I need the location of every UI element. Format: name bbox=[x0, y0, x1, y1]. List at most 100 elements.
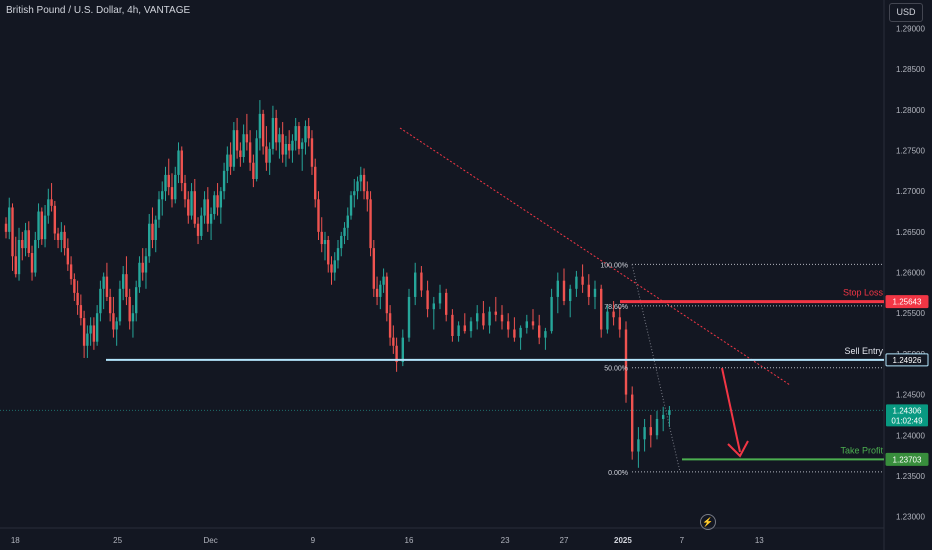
candle-body bbox=[662, 414, 665, 419]
x-tick-label: 2025 bbox=[614, 536, 632, 545]
candle-body bbox=[432, 303, 435, 310]
candle-body bbox=[317, 199, 320, 232]
candle-body bbox=[314, 166, 317, 200]
candle-body bbox=[438, 292, 442, 304]
candle-body bbox=[105, 276, 109, 297]
x-tick-label: 9 bbox=[311, 536, 316, 545]
candle-body bbox=[258, 113, 262, 139]
candle-body bbox=[301, 142, 304, 149]
fib-level-label: 0.00% bbox=[608, 470, 628, 477]
candle-body bbox=[131, 313, 135, 322]
candle-body bbox=[245, 134, 249, 143]
candle-body bbox=[37, 211, 40, 240]
y-tick-label: 1.28500 bbox=[896, 65, 925, 74]
candle-body bbox=[593, 288, 597, 297]
candle-body bbox=[401, 337, 404, 363]
candle-body bbox=[190, 191, 193, 216]
candle-body bbox=[63, 231, 66, 249]
candle-body bbox=[125, 274, 128, 297]
y-tick-label: 1.28000 bbox=[896, 106, 925, 115]
candle-body bbox=[507, 321, 510, 330]
candle-body bbox=[550, 296, 553, 332]
candle-body bbox=[291, 140, 294, 151]
candle-body bbox=[222, 170, 226, 192]
candle-body bbox=[612, 311, 615, 318]
candle-body bbox=[239, 150, 242, 158]
candle-body bbox=[193, 191, 196, 224]
x-tick-label: 25 bbox=[113, 536, 122, 545]
y-tick-label: 1.23000 bbox=[896, 513, 925, 522]
x-tick-label: 27 bbox=[560, 536, 569, 545]
candle-body bbox=[66, 248, 70, 265]
candle-body bbox=[606, 311, 609, 330]
candle-body bbox=[445, 292, 448, 315]
candle-body bbox=[274, 117, 278, 143]
trend-line[interactable] bbox=[399, 127, 791, 386]
candle-body bbox=[73, 279, 76, 293]
candle-body bbox=[203, 199, 206, 216]
current-price-tag-label: 1.24306 bbox=[893, 406, 922, 415]
candle-body bbox=[115, 321, 118, 330]
fib-level-label: 50.00% bbox=[604, 366, 628, 373]
candle-body bbox=[618, 317, 621, 330]
sell-entry-tag bbox=[885, 353, 929, 367]
candle-body bbox=[164, 174, 167, 192]
current-price-tag bbox=[886, 404, 928, 427]
candle-body bbox=[330, 264, 333, 273]
candle-body bbox=[56, 233, 60, 240]
candle-body bbox=[154, 219, 157, 240]
lightning-icon[interactable]: ⚡ bbox=[700, 514, 716, 530]
candle-body bbox=[494, 311, 497, 315]
candle-body bbox=[333, 260, 336, 273]
candle-body bbox=[226, 154, 229, 171]
candle-body bbox=[643, 427, 646, 440]
candle-body bbox=[34, 240, 37, 273]
candle-body bbox=[209, 213, 213, 224]
candle-body bbox=[17, 240, 21, 275]
candle-body bbox=[600, 288, 603, 330]
candle-body bbox=[581, 276, 584, 285]
candle-body bbox=[297, 126, 301, 149]
candle-body bbox=[138, 262, 141, 288]
candle-body bbox=[451, 314, 454, 336]
candle-body bbox=[187, 199, 190, 216]
candle-body bbox=[27, 230, 30, 254]
candle-body bbox=[108, 296, 112, 314]
candle-body bbox=[174, 174, 177, 200]
candle-body bbox=[30, 253, 34, 273]
candle-body bbox=[180, 150, 183, 184]
candle-body bbox=[177, 150, 180, 175]
candle-body bbox=[307, 126, 310, 139]
candle-body bbox=[343, 227, 346, 236]
y-tick-label: 1.27500 bbox=[896, 147, 925, 156]
candle-body bbox=[255, 138, 258, 179]
sell-entry-tag-label: 1.24926 bbox=[893, 356, 922, 365]
candle-body bbox=[294, 126, 297, 141]
candle-body bbox=[248, 142, 252, 163]
take-profit-label: Take Profit bbox=[840, 445, 883, 455]
candle-body bbox=[242, 134, 245, 158]
y-tick-label: 1.24500 bbox=[896, 391, 925, 400]
candle-body bbox=[476, 313, 479, 322]
x-tick-label: 16 bbox=[405, 536, 414, 545]
candle-body bbox=[655, 418, 659, 436]
candle-body bbox=[170, 187, 174, 200]
candle-body bbox=[157, 199, 161, 220]
x-tick-label: Dec bbox=[203, 536, 217, 545]
candle-body bbox=[82, 318, 86, 346]
currency-button[interactable]: USD bbox=[889, 3, 923, 22]
y-tick-label: 1.23500 bbox=[896, 472, 925, 481]
candle-body bbox=[327, 240, 330, 265]
candle-body bbox=[112, 313, 115, 330]
candle-body bbox=[488, 311, 491, 326]
fib-level-label: 100.00% bbox=[600, 262, 628, 269]
candle-body bbox=[538, 325, 541, 338]
candle-body bbox=[366, 191, 369, 200]
candle-body bbox=[544, 331, 547, 338]
projection-arrow-shaft bbox=[721, 367, 741, 453]
candle-body bbox=[382, 276, 385, 285]
candle-body bbox=[414, 272, 417, 297]
candle-body bbox=[463, 325, 466, 332]
candle-body bbox=[252, 162, 255, 179]
